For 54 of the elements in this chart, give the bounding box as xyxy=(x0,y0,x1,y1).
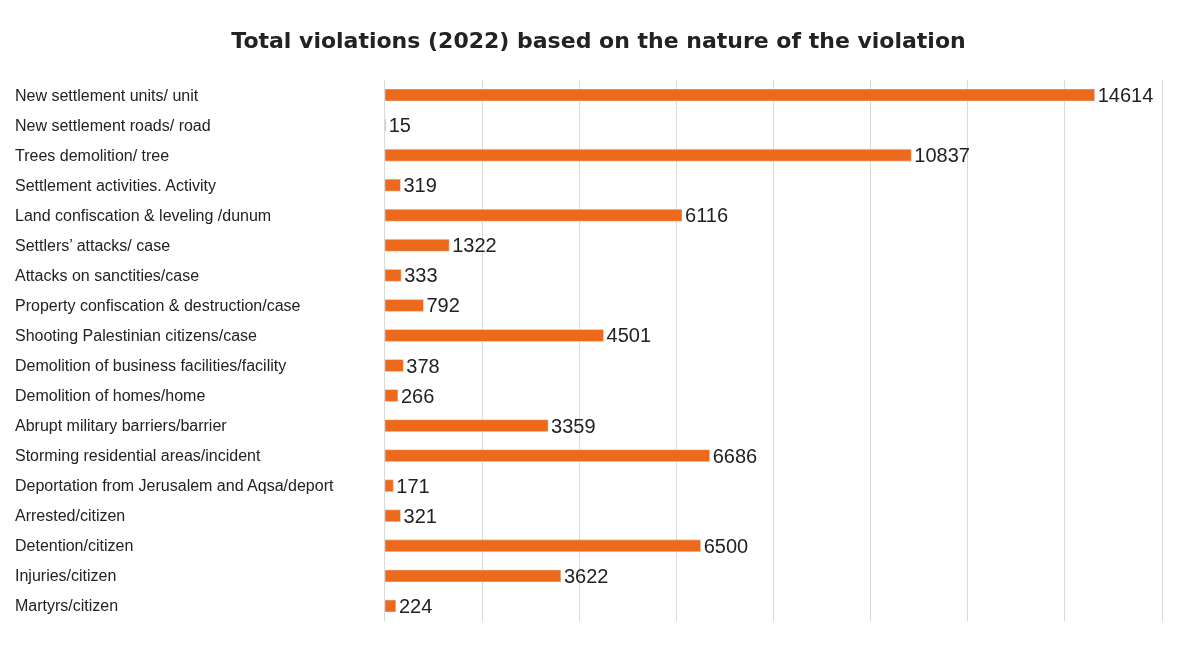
y-tick-label: Detention/citizen xyxy=(15,537,134,554)
y-tick-label: Arrested/citizen xyxy=(15,507,126,524)
bar xyxy=(385,599,397,613)
bar xyxy=(385,299,424,312)
bar xyxy=(385,539,701,553)
bar xyxy=(385,419,549,432)
data-label: 6116 xyxy=(685,204,729,227)
y-tick-label: Settlement activities. Activity xyxy=(15,177,216,194)
y-tick-label: Demolition of homes/home xyxy=(15,387,206,404)
bar xyxy=(385,359,404,372)
bar xyxy=(385,509,401,523)
y-tick-label: Deportation from Jerusalem and Aqsa/deport xyxy=(15,477,334,494)
chart-title: Total violations (2022) based on the nature of the violation xyxy=(231,27,966,53)
data-label: 3359 xyxy=(551,414,596,437)
bar xyxy=(385,208,683,222)
y-tick-label: Martyrs/citizen xyxy=(15,597,119,614)
y-tick-label: Storming residential areas/incident xyxy=(15,447,262,464)
data-label: 792 xyxy=(426,294,460,317)
data-label: 266 xyxy=(400,384,435,407)
data-label: 321 xyxy=(403,504,437,527)
data-label: 6686 xyxy=(712,444,758,467)
data-label: 3622 xyxy=(563,564,609,587)
bar xyxy=(385,569,562,583)
bar xyxy=(385,329,604,342)
data-label: 224 xyxy=(398,594,433,617)
y-tick-label: Injuries/citizen xyxy=(15,567,117,584)
data-label: 14614 xyxy=(1097,84,1154,107)
data-label: 6500 xyxy=(703,534,749,557)
bar xyxy=(385,239,450,252)
bar xyxy=(385,479,394,493)
data-label: 10837 xyxy=(914,144,970,167)
bar xyxy=(385,178,401,192)
data-label: 15 xyxy=(388,114,411,137)
y-tick-label: Property confiscation & destruction/case xyxy=(15,297,301,314)
bar xyxy=(385,269,402,282)
data-label: 319 xyxy=(403,174,437,197)
y-tick-label: Land confiscation & leveling /dunum xyxy=(15,207,272,224)
bar xyxy=(385,88,1095,102)
y-tick-label: Settlers’ attacks/ case xyxy=(15,237,171,254)
y-tick-label: New settlement units/ unit xyxy=(15,87,199,104)
y-tick-label: Abrupt military barriers/barrier xyxy=(15,417,228,434)
data-label: 4501 xyxy=(606,324,652,347)
y-tick-label: Trees demolition/ tree xyxy=(15,147,170,164)
data-label: 171 xyxy=(396,474,430,497)
y-tick-label: Demolition of business facilities/facility xyxy=(15,357,287,374)
bar xyxy=(385,449,710,462)
data-label: 378 xyxy=(406,354,440,377)
y-tick-label: Shooting Palestinian citizens/case xyxy=(15,327,258,344)
data-label: 1322 xyxy=(452,234,497,257)
y-tick-label: Attacks on sanctities/case xyxy=(15,267,200,284)
bar xyxy=(385,148,912,162)
data-label: 333 xyxy=(404,264,438,287)
y-tick-label: New settlement roads/ road xyxy=(15,117,211,134)
bar xyxy=(385,389,399,402)
